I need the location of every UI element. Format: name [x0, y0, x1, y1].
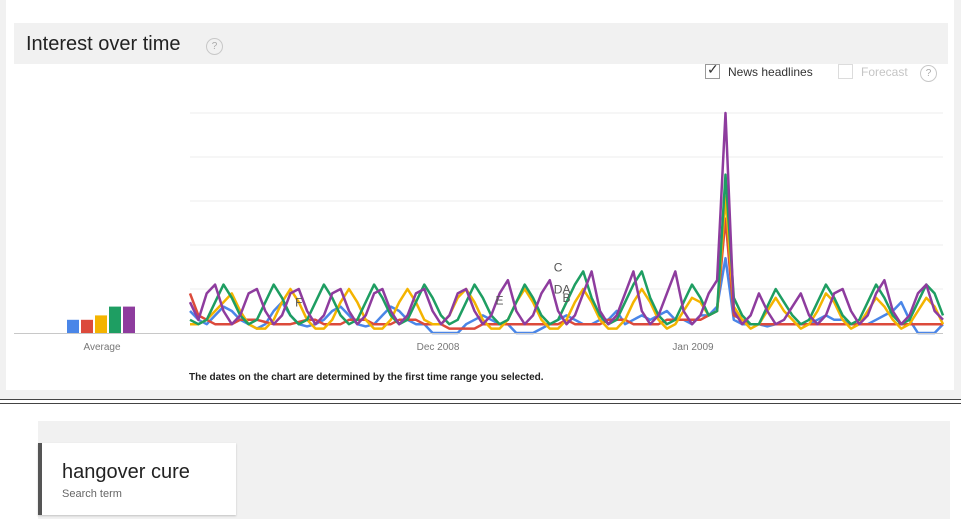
- annotation-letter: C: [554, 260, 563, 274]
- annotation-letter: A: [562, 282, 570, 296]
- average-label: Average: [83, 342, 121, 353]
- interest-chart: F E DC BA Average Dec 2008 Jan 2009: [14, 111, 945, 353]
- annotation-letter: D: [554, 282, 563, 296]
- news-headlines-checkbox[interactable]: ✓: [705, 61, 720, 79]
- panel-title: Interest over time: [26, 33, 181, 55]
- divider: [0, 399, 961, 400]
- search-term-sublabel: Search term: [62, 488, 122, 500]
- x-axis: Average Dec 2008 Jan 2009: [14, 333, 943, 353]
- x-tick-label: Jan 2009: [672, 342, 714, 353]
- annotation-letter: E: [496, 293, 504, 307]
- news-headlines-label: News headlines: [728, 65, 813, 79]
- series-lines: [188, 111, 945, 335]
- x-tick-label: Dec 2008: [417, 342, 460, 353]
- average-bar: [81, 319, 93, 333]
- annotation-letter: B: [562, 291, 570, 305]
- divider: [0, 403, 961, 404]
- forecast-label: Forecast: [861, 65, 908, 79]
- news-annotations: F E DC BA: [295, 260, 570, 309]
- average-bar: [67, 319, 79, 333]
- average-bars: [67, 306, 135, 333]
- average-bar: [123, 306, 135, 333]
- search-term-card[interactable]: hangover cure Search term: [38, 443, 236, 515]
- forecast-checkbox: [838, 64, 853, 79]
- average-bar: [95, 315, 107, 333]
- check-icon: ✓: [707, 61, 719, 77]
- forecast-help-icon[interactable]: ?: [920, 65, 937, 82]
- annotation-letter: F: [295, 296, 302, 310]
- panel-header: [14, 23, 948, 64]
- help-icon[interactable]: ?: [206, 38, 223, 55]
- average-bar: [109, 306, 121, 333]
- series-line: [188, 111, 944, 326]
- series-line: [189, 173, 945, 326]
- search-term-name: hangover cure: [62, 461, 190, 483]
- series-line: [190, 195, 945, 330]
- chart-grid: [190, 112, 943, 290]
- chart-footnote: The dates on the chart are determined by…: [189, 372, 544, 383]
